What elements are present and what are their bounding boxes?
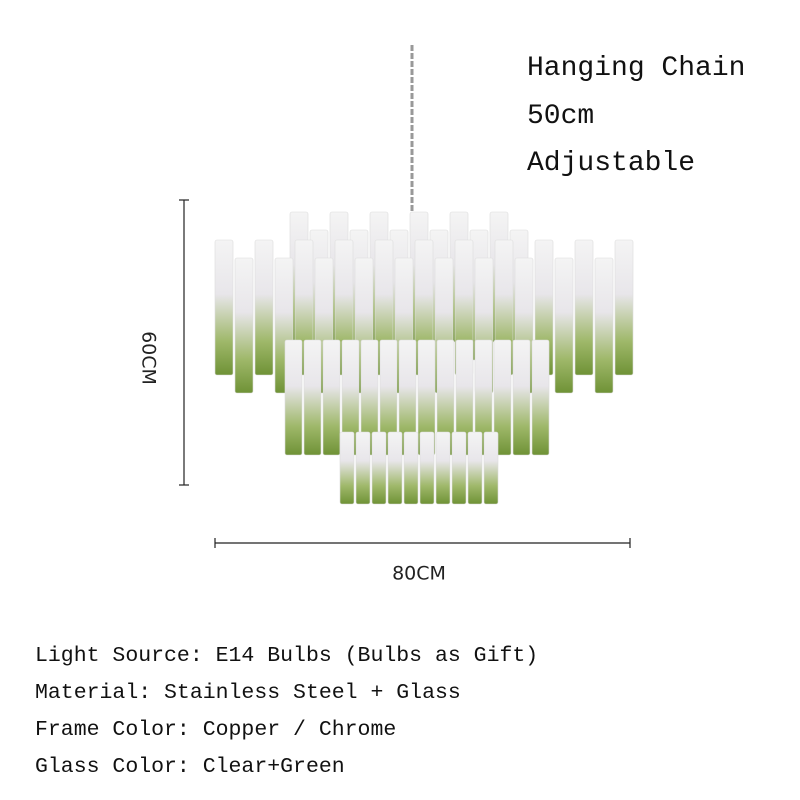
glass-tube xyxy=(554,257,574,394)
glass-tube xyxy=(451,431,467,505)
glass-tube xyxy=(614,239,634,376)
spec-line: Frame Color: Copper / Chrome xyxy=(35,718,397,742)
chain-note: Hanging Chain xyxy=(527,53,746,84)
spec-line: Material: Stainless Steel + Glass xyxy=(35,681,461,705)
height-label: 60CM xyxy=(138,331,160,385)
glass-tube xyxy=(403,431,419,505)
chain-note: Adjustable xyxy=(527,148,696,179)
chandelier xyxy=(214,211,634,505)
glass-tube xyxy=(284,339,303,456)
glass-tube xyxy=(574,239,594,376)
glass-tube xyxy=(254,239,274,376)
width-dimension: 80CM xyxy=(214,538,631,585)
glass-tube xyxy=(419,431,435,505)
glass-tube xyxy=(371,431,387,505)
glass-tube xyxy=(483,431,499,505)
glass-tube xyxy=(387,431,403,505)
spec-line: Glass Color: Clear+Green xyxy=(35,755,345,779)
glass-tube xyxy=(322,339,341,456)
glass-tube xyxy=(355,431,371,505)
glass-tube xyxy=(435,431,451,505)
width-label: 80CM xyxy=(392,563,446,585)
glass-tube xyxy=(594,257,614,394)
spec-line: Light Source: E14 Bulbs (Bulbs as Gift) xyxy=(35,644,539,668)
glass-tube xyxy=(512,339,531,456)
chain-note: 50cm xyxy=(527,101,595,132)
glass-tube xyxy=(474,339,493,456)
glass-tube xyxy=(214,239,234,376)
height-dimension: 60CM xyxy=(138,199,189,486)
glass-tube xyxy=(467,431,483,505)
glass-tube xyxy=(339,431,355,505)
glass-tube xyxy=(531,339,550,456)
glass-tube xyxy=(234,257,254,394)
glass-tube xyxy=(303,339,322,456)
glass-tube xyxy=(493,339,512,456)
